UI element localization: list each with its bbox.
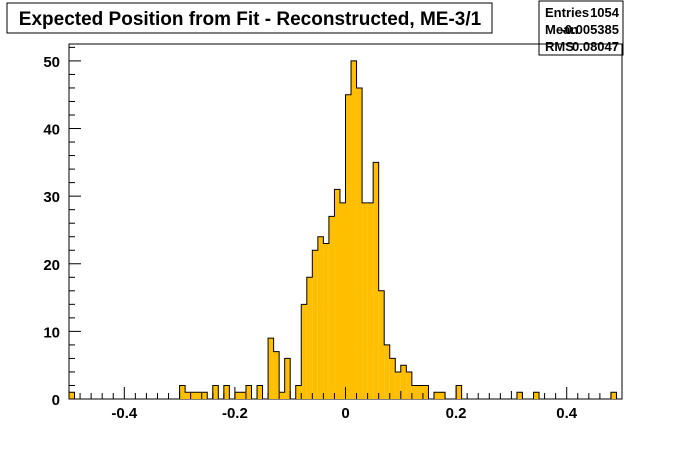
histogram-bin — [417, 385, 423, 399]
stats-box: Entries 1054 Mean -0.005385 RMS 0.08047 — [538, 0, 624, 56]
histogram-bin — [610, 392, 617, 399]
histogram-bin — [367, 202, 374, 399]
stats-rms-value: 0.08047 — [572, 39, 619, 54]
histogram-bin — [212, 385, 219, 399]
histogram-bin — [201, 392, 208, 399]
histogram-bin — [317, 236, 324, 399]
histogram-bin — [284, 358, 291, 399]
histogram-bin — [295, 385, 302, 399]
histogram-bin — [334, 189, 340, 399]
histogram-bin — [279, 392, 285, 399]
histogram-bin — [268, 338, 274, 399]
y-tick-label: 20 — [43, 257, 60, 274]
histogram-bin — [196, 392, 202, 399]
histogram-bin — [400, 365, 407, 399]
histogram-bin — [257, 385, 263, 399]
y-tick-label: 30 — [43, 189, 60, 206]
histogram-bin — [384, 344, 390, 399]
histogram-bin — [179, 385, 186, 399]
histogram-bin — [345, 94, 352, 399]
histogram-bin — [533, 392, 540, 399]
stats-rms-label: RMS — [545, 39, 574, 54]
stats-entries-label: Entries — [545, 5, 589, 20]
x-tick-label: -0.2 — [222, 405, 248, 422]
y-tick-label: 40 — [43, 122, 60, 139]
histogram-bin — [312, 250, 318, 399]
histogram-bin — [433, 392, 440, 399]
histogram-bin — [323, 243, 329, 399]
histogram-bin — [395, 371, 401, 399]
histogram-bin — [373, 162, 379, 399]
stats-entries-value: 1054 — [590, 5, 620, 20]
histogram-bin — [190, 392, 197, 399]
histogram-bin — [185, 392, 191, 399]
histogram-bin — [516, 392, 523, 399]
histogram-bin — [439, 392, 446, 399]
histogram-bin — [301, 304, 307, 399]
x-tick-label: 0.2 — [446, 405, 467, 422]
y-tick-label: 50 — [43, 54, 60, 71]
histogram-bin — [389, 358, 396, 399]
title-box — [6, 2, 493, 34]
histogram-bin — [362, 202, 368, 399]
chart-title: Expected Position from Fit - Reconstruct… — [19, 9, 482, 30]
histogram-outline — [68, 60, 622, 400]
histogram-bin — [411, 385, 418, 399]
y-tick-label: 10 — [43, 324, 60, 341]
histogram-bin — [378, 290, 385, 399]
histogram-bin — [273, 351, 280, 399]
x-tick-label: 0 — [341, 405, 349, 422]
histogram-bin — [234, 392, 241, 399]
histogram-bars — [69, 60, 617, 400]
stats-mean-value: -0.005385 — [560, 22, 619, 37]
stats-mean-label: Mean — [545, 22, 578, 37]
histogram-bin — [406, 371, 412, 399]
y-axis: 0 10 20 30 40 50 — [43, 46, 81, 409]
x-tick-label: -0.4 — [111, 405, 138, 422]
histogram-bin — [245, 385, 252, 399]
histogram-bin — [339, 202, 346, 399]
x-axis: -0.4 -0.2 0 0.2 0.4 — [68, 387, 623, 422]
histogram-bin — [223, 385, 230, 399]
histogram-bin — [351, 60, 357, 400]
histogram-bin — [69, 392, 75, 399]
histogram-bin — [328, 216, 335, 399]
stats-box-frame — [538, 0, 624, 56]
y-tick-label: 0 — [52, 392, 60, 409]
histogram-bin — [456, 385, 462, 399]
histogram-bin — [422, 385, 429, 399]
histogram-bin — [306, 277, 313, 399]
x-tick-label: 0.4 — [556, 405, 578, 422]
histogram-bin — [356, 87, 363, 399]
histogram-bin — [240, 392, 246, 399]
